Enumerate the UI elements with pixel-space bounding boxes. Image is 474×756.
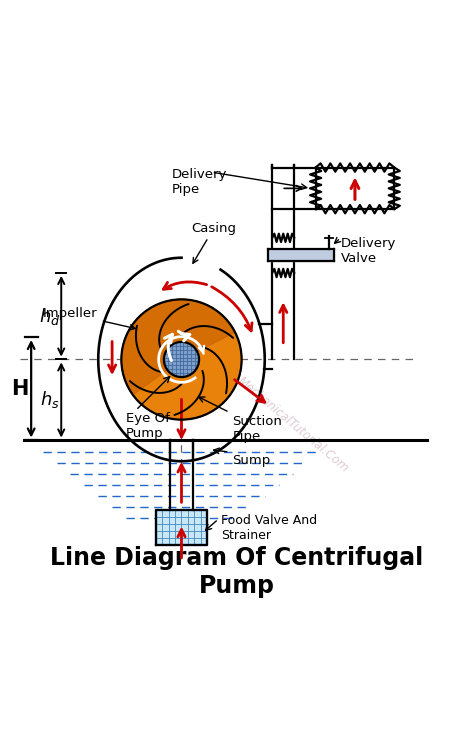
Text: Eye Of
Pump: Eye Of Pump — [126, 413, 169, 441]
Text: Delivery
Pipe: Delivery Pipe — [172, 168, 228, 196]
Polygon shape — [121, 299, 235, 395]
Bar — [156, 510, 207, 544]
Text: Delivery
Valve: Delivery Valve — [341, 237, 396, 265]
Circle shape — [121, 299, 242, 420]
Text: H: H — [11, 379, 28, 398]
Text: Sump: Sump — [233, 454, 271, 467]
Text: MechanicalTutorial.Com: MechanicalTutorial.Com — [234, 374, 351, 475]
Text: Impeller: Impeller — [43, 307, 135, 330]
Text: Casing: Casing — [191, 222, 237, 263]
Text: Food Valve And
Strainer: Food Valve And Strainer — [221, 514, 317, 543]
Text: Line Diagram Of Centrifugal
Pump: Line Diagram Of Centrifugal Pump — [50, 546, 424, 598]
Text: $h_d$: $h_d$ — [39, 305, 60, 327]
Text: Suction
Pipe: Suction Pipe — [233, 416, 283, 444]
Circle shape — [164, 342, 199, 377]
Text: $h_s$: $h_s$ — [40, 389, 60, 411]
